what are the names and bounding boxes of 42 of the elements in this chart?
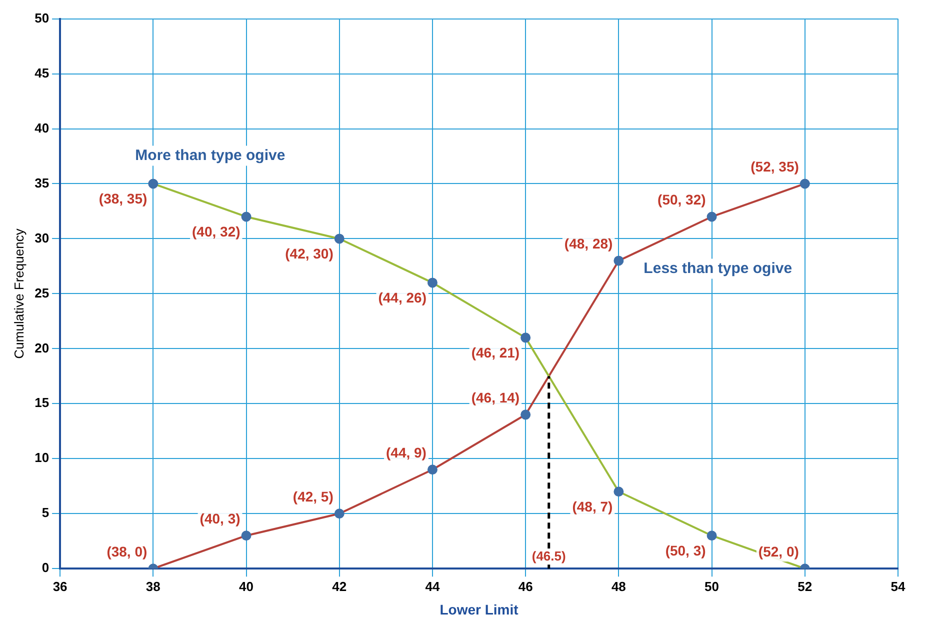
data-label: (46, 14) xyxy=(471,390,520,406)
data-label: (46, 21) xyxy=(471,344,520,361)
x-tick-label: 42 xyxy=(332,578,347,594)
y-tick-label: 20 xyxy=(34,340,50,356)
data-label: (48, 28) xyxy=(564,236,613,252)
data-label: (48, 7) xyxy=(572,498,613,514)
ref-line-label: (46.5) xyxy=(532,548,566,564)
series-label: Less than type ogive xyxy=(644,260,792,277)
data-label: (44, 9) xyxy=(386,444,426,460)
x-tick-label: 38 xyxy=(146,578,160,594)
data-label: (52, 0) xyxy=(758,543,799,560)
x-axis-title: Lower Limit xyxy=(440,601,519,618)
x-tick-label: 54 xyxy=(890,578,906,594)
x-tick-label: 52 xyxy=(798,578,812,594)
x-tick-label: 46 xyxy=(518,578,533,594)
series-label: More than type ogive xyxy=(135,146,286,164)
y-axis-title: Cumulative Frequency xyxy=(11,228,26,359)
data-label: (40, 32) xyxy=(192,224,240,240)
data-label: (44, 26) xyxy=(378,290,426,306)
x-tick-label: 48 xyxy=(611,578,626,594)
data-label: (38, 35) xyxy=(98,190,148,207)
data-label: (50, 3) xyxy=(665,542,706,558)
x-tick-label: 50 xyxy=(704,578,720,594)
data-label: (52, 35) xyxy=(750,158,799,175)
y-tick-label: 40 xyxy=(34,120,50,136)
y-tick-label: 0 xyxy=(42,560,50,576)
x-tick-label: 36 xyxy=(52,578,68,594)
data-label: (50, 32) xyxy=(658,192,706,208)
data-label: (42, 30) xyxy=(285,246,334,262)
data-label: (38, 0) xyxy=(106,543,148,560)
y-tick-label: 15 xyxy=(34,395,50,410)
y-tick-label: 5 xyxy=(42,505,50,520)
y-tick-label: 25 xyxy=(34,285,50,300)
x-tick-label: 40 xyxy=(239,578,254,594)
data-label: (42, 5) xyxy=(292,488,334,504)
y-tick-label: 10 xyxy=(34,450,50,466)
y-tick-label: 45 xyxy=(34,65,50,80)
y-tick-label: 50 xyxy=(34,10,50,26)
x-tick-label: 44 xyxy=(425,578,440,594)
y-tick-label: 30 xyxy=(34,230,50,246)
y-tick-label: 35 xyxy=(34,175,50,190)
data-label: (40, 3) xyxy=(200,510,240,526)
